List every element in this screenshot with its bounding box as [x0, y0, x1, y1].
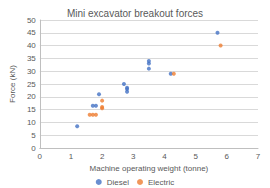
svg-text:10: 10: [27, 118, 36, 127]
svg-text:45: 45: [27, 28, 36, 37]
svg-text:50: 50: [27, 16, 36, 25]
svg-text:1: 1: [69, 152, 74, 161]
svg-text:Machine operating weight (tonn: Machine operating weight (tonne): [90, 164, 209, 173]
svg-text:Mini excavator breakout forces: Mini excavator breakout forces: [67, 8, 203, 19]
svg-text:7: 7: [256, 152, 261, 161]
svg-text:40: 40: [27, 41, 36, 50]
svg-text:5: 5: [31, 131, 36, 140]
svg-text:4: 4: [162, 152, 167, 161]
svg-text:6: 6: [225, 152, 230, 161]
svg-text:3: 3: [131, 152, 136, 161]
svg-text:20: 20: [27, 92, 36, 101]
svg-text:Diesel: Diesel: [107, 178, 129, 187]
svg-text:30: 30: [27, 67, 36, 76]
svg-text:0: 0: [38, 152, 43, 161]
svg-text:Electric: Electric: [148, 178, 174, 187]
svg-text:2: 2: [100, 152, 105, 161]
svg-text:15: 15: [27, 105, 36, 114]
svg-text:Force (kN): Force (kN): [8, 65, 17, 103]
svg-text:25: 25: [27, 80, 36, 89]
svg-text:0: 0: [31, 144, 36, 153]
svg-text:35: 35: [27, 54, 36, 63]
svg-text:5: 5: [193, 152, 198, 161]
